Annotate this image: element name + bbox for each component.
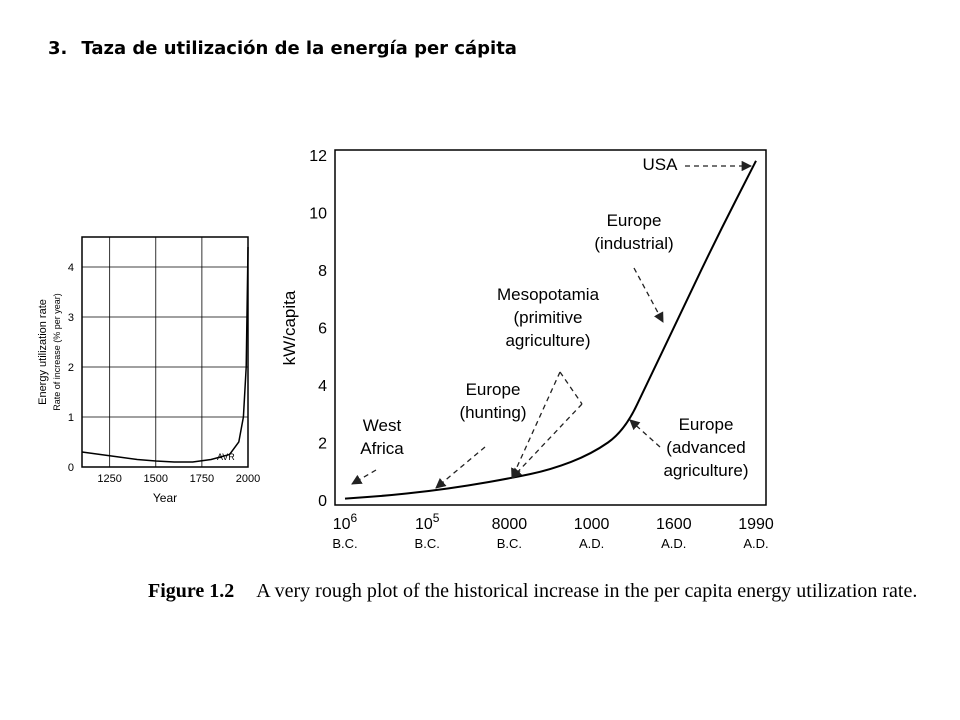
big-chart-annotation-line: USA [643, 155, 679, 174]
big-chart-x-tick-value: 10 [415, 516, 433, 533]
small-chart-grid [82, 237, 249, 468]
big-chart-y-tick-label: 12 [309, 148, 327, 165]
big-chart-annotation-arrow [435, 446, 486, 489]
big-chart-annotation-arrow [511, 371, 561, 479]
big-chart-y-tick-label: 8 [318, 263, 327, 280]
big-chart-annotation-arrow [559, 371, 583, 405]
big-chart-annotation-label: Europe (hunting) [459, 380, 526, 422]
big-chart-annotation-label: Mesopotamia (primitive agriculture) [497, 285, 600, 350]
figure-label: Figure 1.2 [148, 580, 235, 602]
big-chart-annotation-arrow [629, 419, 661, 448]
big-chart-annotations: West Africa Europe (hunting) Mesopotamia (pri… [351, 155, 753, 489]
big-chart-x-tick-value: 8000 [492, 516, 528, 533]
big-chart-y-axis-label: kW/capita [280, 290, 299, 365]
big-chart-y-tick-label: 4 [318, 378, 327, 395]
big-chart-annotation-label: USA [643, 155, 679, 174]
big-chart-x-tick: 8000 B.C. [492, 516, 528, 551]
big-chart-x-tick-value: 1990 [738, 516, 774, 533]
big-chart-x-tick-exponent: 6 [351, 511, 358, 525]
big-chart-x-tick-era: A.D. [743, 536, 768, 551]
big-chart-annotation-label: West Africa [360, 416, 404, 458]
big-chart-series-line [344, 160, 757, 500]
big-chart-x-tick-value: 10 [333, 516, 351, 533]
small-chart-frame [81, 236, 249, 468]
big-chart-x-tick-label: 106 [333, 511, 358, 533]
big-chart-annotation-line: agriculture) [663, 461, 748, 480]
big-chart-annotation-line: agriculture) [505, 331, 590, 350]
slide-title-number: 3. [48, 38, 68, 59]
big-chart-x-tick-label: 8000 [492, 516, 528, 533]
small-chart-x-tick-label: 1500 [144, 473, 168, 485]
big-chart-x-tick-label: 1000 [574, 516, 610, 533]
big-chart-annotation-line: Africa [360, 439, 404, 458]
big-chart-annotation-arrow [511, 403, 583, 479]
big-chart-x-tick-exponent: 5 [433, 511, 440, 525]
big-chart-x-tick: 105 B.C. [415, 511, 440, 551]
big-chart-ticks: 024681012106B.C.105B.C.8000B.C.1000A.D.1… [309, 148, 774, 551]
big-chart-annotation-line: Europe [679, 415, 734, 434]
big-chart-x-tick-era: B.C. [332, 536, 357, 551]
small-chart-y-tick-label: 3 [68, 312, 74, 324]
big-chart-annotation-arrow [633, 267, 664, 323]
small-chart-annotation-avr: AVR [217, 452, 235, 462]
small-chart-series-line [81, 246, 249, 463]
big-chart-y-tick-label: 2 [318, 436, 327, 453]
big-chart-annotation: West Africa [351, 416, 404, 485]
big-chart-annotation-label: Europe (advanced agriculture) [663, 415, 748, 480]
small-chart-y-axis-sublabel: Rate of increase (% per year) [52, 293, 62, 411]
big-chart-x-tick-era: A.D. [661, 536, 686, 551]
small-chart-y-tick-label: 0 [68, 462, 74, 474]
small-chart-x-tick-label: 2000 [236, 473, 260, 485]
big-chart-frame [334, 149, 767, 506]
big-chart-y-tick-label: 10 [309, 206, 327, 223]
small-chart-x-tick-label: 1250 [97, 473, 121, 485]
big-chart-annotation-line: Europe [466, 380, 521, 399]
small-chart-x-tick-label: 1750 [190, 473, 214, 485]
big-chart-annotation: Europe (industrial) [594, 211, 674, 323]
small-chart-y-axis-label: Energy utilization rate [37, 299, 49, 405]
big-chart-annotation-line: (hunting) [459, 403, 526, 422]
big-chart-annotation-line: West [363, 416, 402, 435]
big-chart-annotation-line: Mesopotamia [497, 285, 600, 304]
big-chart-x-tick: 1990 A.D. [738, 516, 774, 551]
big-chart-x-tick-label: 105 [415, 511, 440, 533]
energy-rate-chart: 1250 1500 1750 2000 0 1 2 3 4 AVR Year Energy ut… [37, 236, 260, 505]
big-chart-x-tick: 1600 A.D. [656, 516, 692, 551]
figure-caption-text: A very rough plot of the historical incr… [256, 580, 918, 602]
small-chart-y-tick-label: 1 [68, 412, 74, 424]
big-chart-x-tick-value: 1000 [574, 516, 610, 533]
big-chart-annotation: USA [643, 155, 753, 174]
big-chart-x-tick-label: 1600 [656, 516, 692, 533]
big-chart-annotation-line: (primitive [514, 308, 583, 327]
big-chart-annotation-arrow [351, 469, 377, 485]
big-chart-annotation-line: Europe [607, 211, 662, 230]
big-chart-annotation-line: (industrial) [594, 234, 673, 253]
big-chart-y-tick-label: 0 [318, 493, 327, 510]
big-chart-x-tick-era: B.C. [415, 536, 440, 551]
big-chart-annotation: Europe (advanced agriculture) [629, 415, 749, 480]
slide-title: 3. Taza de utilización de la energía per … [48, 38, 517, 59]
figure-caption: Figure 1.2 A very rough plot of the histo… [148, 577, 928, 605]
small-chart-x-axis-label: Year [153, 491, 177, 505]
big-chart-annotation: Mesopotamia (primitive agriculture) [497, 285, 600, 479]
big-chart-x-tick-value: 1600 [656, 516, 692, 533]
big-chart-x-tick: 1000 A.D. [574, 516, 610, 551]
big-chart-x-tick: 106 B.C. [332, 511, 357, 551]
big-chart-annotation-line: (advanced [666, 438, 745, 457]
small-chart-y-tick-label: 2 [68, 362, 74, 374]
small-chart-y-tick-label: 4 [68, 262, 74, 274]
small-chart-ticks: 1250 1500 1750 2000 0 1 2 3 4 [68, 262, 260, 485]
big-chart-x-tick-label: 1990 [738, 516, 774, 533]
big-chart-annotation-label: Europe (industrial) [594, 211, 673, 253]
kw-per-capita-chart: 024681012106B.C.105B.C.8000B.C.1000A.D.1… [280, 148, 774, 551]
big-chart-annotation: Europe (hunting) [435, 380, 527, 489]
big-chart-y-tick-label: 6 [318, 321, 327, 338]
big-chart-x-tick-era: A.D. [579, 536, 604, 551]
big-chart-x-tick-era: B.C. [497, 536, 522, 551]
slide-title-text: Taza de utilización de la energía per cá… [81, 38, 517, 59]
